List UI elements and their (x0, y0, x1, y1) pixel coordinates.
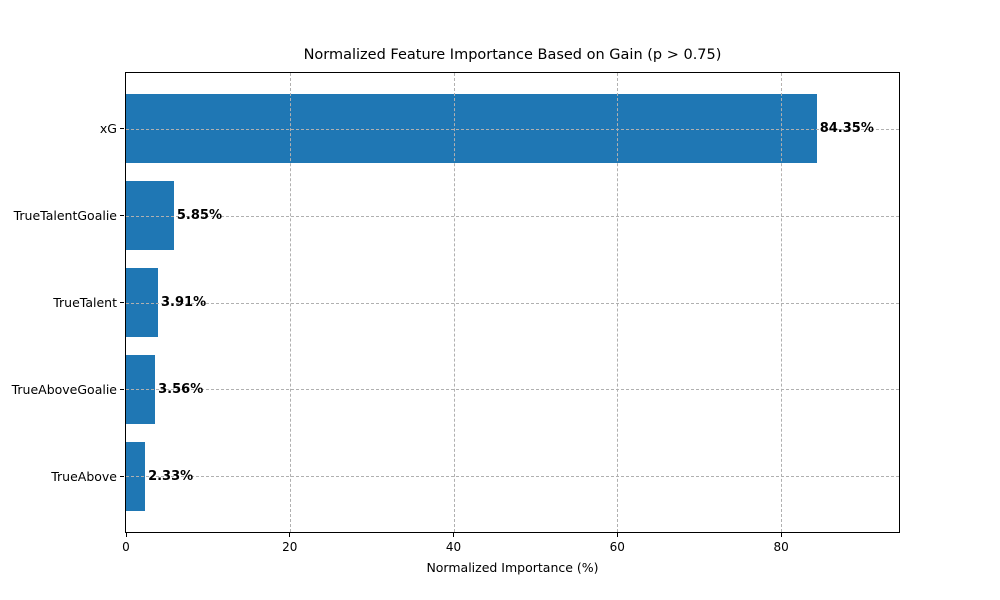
y-tick-mark (120, 215, 124, 217)
y-tick-label-TrueAbove: TrueAbove (51, 468, 117, 484)
x-tick-label: 60 (609, 540, 625, 554)
bar-TrueAbove (126, 441, 146, 512)
y-tick-label-xG: xG (99, 121, 117, 137)
y-tick-mark (120, 128, 124, 130)
chart-title: Normalized Feature Importance Based on G… (303, 47, 722, 63)
v-gridline (453, 73, 455, 532)
y-tick-mark (120, 475, 124, 477)
bar-TrueTalentGoalie (126, 180, 174, 251)
x-tick-label: 20 (282, 540, 298, 554)
v-gridline (289, 73, 291, 532)
v-gridline (781, 73, 783, 532)
x-tick-label: 80 (773, 540, 789, 554)
h-gridline (126, 389, 899, 391)
bar-value-label: 2.33% (148, 468, 194, 484)
x-axis-label: Normalized Importance (%) (426, 560, 599, 575)
x-tick-label: 40 (445, 540, 462, 554)
h-gridline (126, 302, 899, 304)
bar-value-label: 3.56% (158, 381, 204, 397)
x-tick-label: 0 (122, 540, 130, 554)
y-tick-label-TrueAboveGoalie: TrueAboveGoalie (11, 381, 117, 397)
bar-value-label: 84.35% (819, 121, 874, 137)
bar-value-label: 5.85% (176, 208, 222, 224)
x-tick-mark (289, 533, 291, 537)
y-tick-mark (120, 302, 124, 303)
h-gridline (126, 215, 899, 217)
h-gridline (126, 476, 899, 478)
v-gridline (617, 73, 619, 532)
bar-value-label: 3.91% (161, 295, 207, 310)
h-gridline (126, 128, 899, 130)
y-tick-label-TrueTalentGoalie: TrueTalentGoalie (13, 208, 117, 224)
x-tick-mark (616, 533, 618, 537)
bar-TrueTalent (126, 267, 159, 338)
x-tick-mark (125, 533, 127, 537)
x-tick-mark (780, 533, 782, 537)
plot-area: 84.35% 5.85% 3.91% 3.56% 2.33% (125, 72, 900, 533)
y-tick-mark (120, 388, 124, 390)
x-tick-mark (453, 533, 455, 537)
y-tick-label-TrueTalent: TrueTalent (53, 295, 117, 310)
